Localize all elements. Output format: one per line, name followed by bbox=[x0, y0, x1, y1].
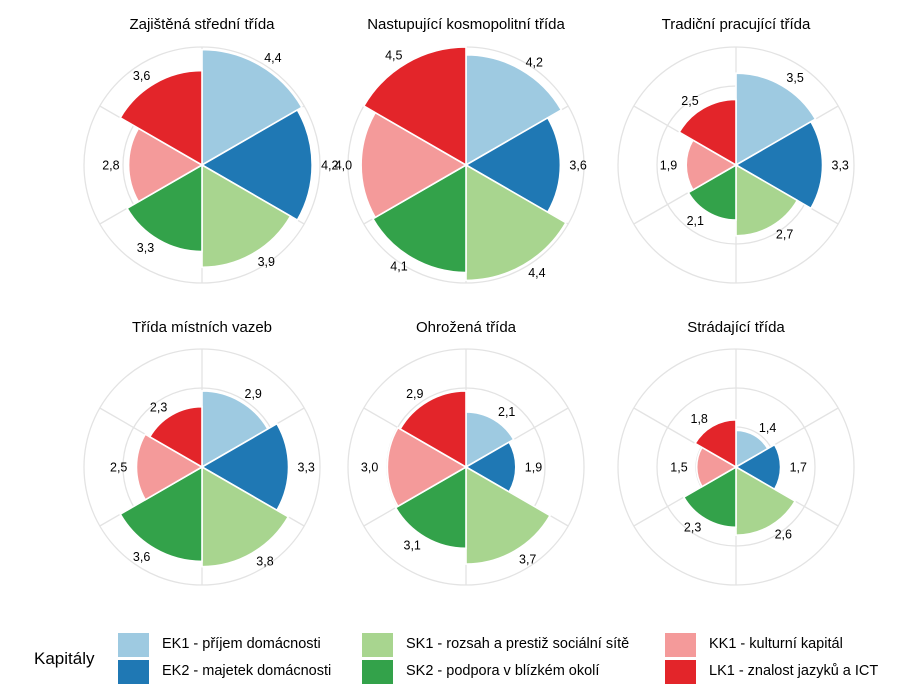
wedge-lk1 bbox=[694, 418, 737, 469]
value-label-ek1: 2,1 bbox=[498, 405, 515, 419]
value-label-lk1: 2,9 bbox=[406, 387, 423, 401]
value-label-kk1: 4,0 bbox=[335, 159, 352, 173]
legend-swatch-sk2 bbox=[362, 660, 393, 684]
legend-label-ek1: EK1 - příjem domácnosti bbox=[162, 636, 321, 652]
legend-label-sk2: SK2 - podpora v blízkém okolí bbox=[406, 663, 600, 679]
value-label-kk1: 3,0 bbox=[361, 461, 378, 475]
value-label-sk2: 3,3 bbox=[137, 241, 154, 255]
value-label-ek2: 3,6 bbox=[569, 159, 586, 173]
value-label-ek2: 1,9 bbox=[525, 461, 542, 475]
value-label-kk1: 1,5 bbox=[670, 461, 687, 475]
value-label-kk1: 2,5 bbox=[110, 461, 127, 475]
legend: Kapitály EK1 - příjem domácnosti EK2 - m… bbox=[0, 625, 922, 688]
value-label-ek1: 3,5 bbox=[786, 71, 803, 85]
value-label-ek2: 3,3 bbox=[832, 159, 849, 173]
wedge-lk1 bbox=[399, 390, 467, 469]
wedge-kk1 bbox=[135, 433, 204, 501]
wedge-sk1 bbox=[735, 465, 797, 536]
wedge-sk1 bbox=[465, 163, 568, 282]
wedge-ek2 bbox=[464, 116, 562, 214]
wedge-sk2 bbox=[394, 465, 467, 550]
panel-4: Třída místních vazeb 2,9 3,3 3,8 3,6 2,5 2,3 bbox=[83, 319, 321, 586]
value-label-sk1: 2,7 bbox=[776, 228, 793, 242]
value-label-sk2: 2,3 bbox=[684, 521, 701, 535]
wedge-sk1 bbox=[465, 465, 552, 565]
value-label-sk2: 4,1 bbox=[390, 259, 407, 273]
wedge-ek1 bbox=[201, 48, 304, 167]
value-label-sk1: 2,6 bbox=[775, 527, 792, 541]
legend-label-lk1: LK1 - znalost jazyků a ICT bbox=[709, 663, 879, 679]
wedge-kk1 bbox=[127, 127, 204, 203]
value-label-ek1: 2,9 bbox=[245, 387, 262, 401]
panel-title: Třída místních vazeb bbox=[132, 319, 272, 336]
wedge-ek2 bbox=[200, 108, 313, 222]
value-label-sk1: 3,7 bbox=[519, 552, 536, 566]
wedge-sk2 bbox=[687, 163, 737, 221]
value-label-ek1: 4,2 bbox=[526, 55, 543, 69]
value-label-lk1: 3,6 bbox=[133, 69, 150, 83]
value-label-sk2: 2,1 bbox=[687, 214, 704, 228]
value-label-lk1: 4,5 bbox=[385, 49, 402, 63]
panel-title: Ohrožená třída bbox=[416, 319, 517, 336]
value-label-kk1: 1,9 bbox=[660, 159, 677, 173]
value-label-sk2: 3,6 bbox=[133, 550, 150, 564]
wedge-lk1 bbox=[362, 46, 467, 167]
wedge-sk2 bbox=[125, 163, 203, 253]
value-label-ek2: 1,7 bbox=[790, 461, 807, 475]
legend-label-kk1: KK1 - kulturní kapitál bbox=[709, 636, 843, 652]
value-label-sk2: 3,1 bbox=[404, 539, 421, 553]
legend-swatch-kk1 bbox=[665, 633, 696, 657]
panel-6: Strádající třída 1,4 1,7 2,6 2,3 1,5 1,8 bbox=[617, 319, 855, 586]
panel-title: Strádající třída bbox=[687, 319, 785, 336]
wedge-sk2 bbox=[682, 465, 737, 529]
wedge-ek1 bbox=[465, 54, 563, 167]
wedge-sk2 bbox=[371, 163, 467, 274]
legend-swatch-ek2 bbox=[118, 660, 149, 684]
panel-2: Nastupující kosmopolitní třída 4,2 3,6 4,4 4… bbox=[335, 16, 587, 284]
legend-swatch-lk1 bbox=[665, 660, 696, 684]
wedge-sk2 bbox=[119, 465, 203, 563]
value-label-sk1: 3,9 bbox=[258, 255, 275, 269]
legend-title: Kapitály bbox=[34, 649, 95, 668]
wedge-ek2 bbox=[464, 440, 517, 494]
wedge-kk1 bbox=[685, 138, 738, 192]
wedge-ek1 bbox=[201, 390, 269, 469]
wedge-kk1 bbox=[386, 426, 468, 508]
wedge-ek1 bbox=[465, 411, 515, 469]
panel-3: Tradiční pracující třída 3,5 3,3 2,7 2,1 1,9 2… bbox=[617, 16, 855, 284]
wedge-ek2 bbox=[734, 120, 824, 210]
legend-label-sk1: SK1 - rozsah a prestiž sociální sítě bbox=[406, 636, 630, 652]
panel-title: Tradiční pracující třída bbox=[662, 16, 811, 33]
wedge-ek2 bbox=[200, 422, 290, 512]
wedge-sk1 bbox=[201, 163, 292, 269]
wedge-lk1 bbox=[678, 98, 737, 167]
panel-5: Ohrožená třída 2,1 1,9 3,7 3,1 3,0 2,9 bbox=[347, 319, 585, 586]
wedge-kk1 bbox=[360, 111, 468, 219]
value-label-ek2: 4,2 bbox=[321, 159, 338, 173]
wedge-ek1 bbox=[735, 72, 817, 167]
legend-swatch-ek1 bbox=[118, 633, 149, 657]
wedge-sk1 bbox=[201, 465, 290, 568]
value-label-ek2: 3,3 bbox=[298, 461, 315, 475]
panel-title: Zajištěná střední třída bbox=[129, 16, 275, 33]
value-label-sk1: 4,4 bbox=[528, 266, 545, 280]
value-label-sk1: 3,8 bbox=[256, 555, 273, 569]
value-label-kk1: 2,8 bbox=[102, 159, 119, 173]
wedge-sk1 bbox=[735, 163, 799, 237]
value-label-ek1: 1,4 bbox=[759, 421, 776, 435]
value-label-lk1: 2,5 bbox=[681, 94, 698, 108]
wedge-ek2 bbox=[734, 443, 782, 491]
value-label-lk1: 2,3 bbox=[150, 401, 167, 415]
value-label-ek1: 4,4 bbox=[264, 51, 281, 65]
legend-swatch-sk1 bbox=[362, 633, 393, 657]
value-label-lk1: 1,8 bbox=[691, 412, 708, 426]
wedge-lk1 bbox=[148, 405, 203, 469]
legend-label-ek2: EK2 - majetek domácnosti bbox=[162, 663, 332, 679]
panel-1: Zajištěná střední třída 4,4 4,2 3,9 3,3 2,8 3,… bbox=[83, 16, 339, 284]
wedge-lk1 bbox=[119, 69, 203, 167]
panel-title: Nastupující kosmopolitní třída bbox=[367, 16, 565, 33]
